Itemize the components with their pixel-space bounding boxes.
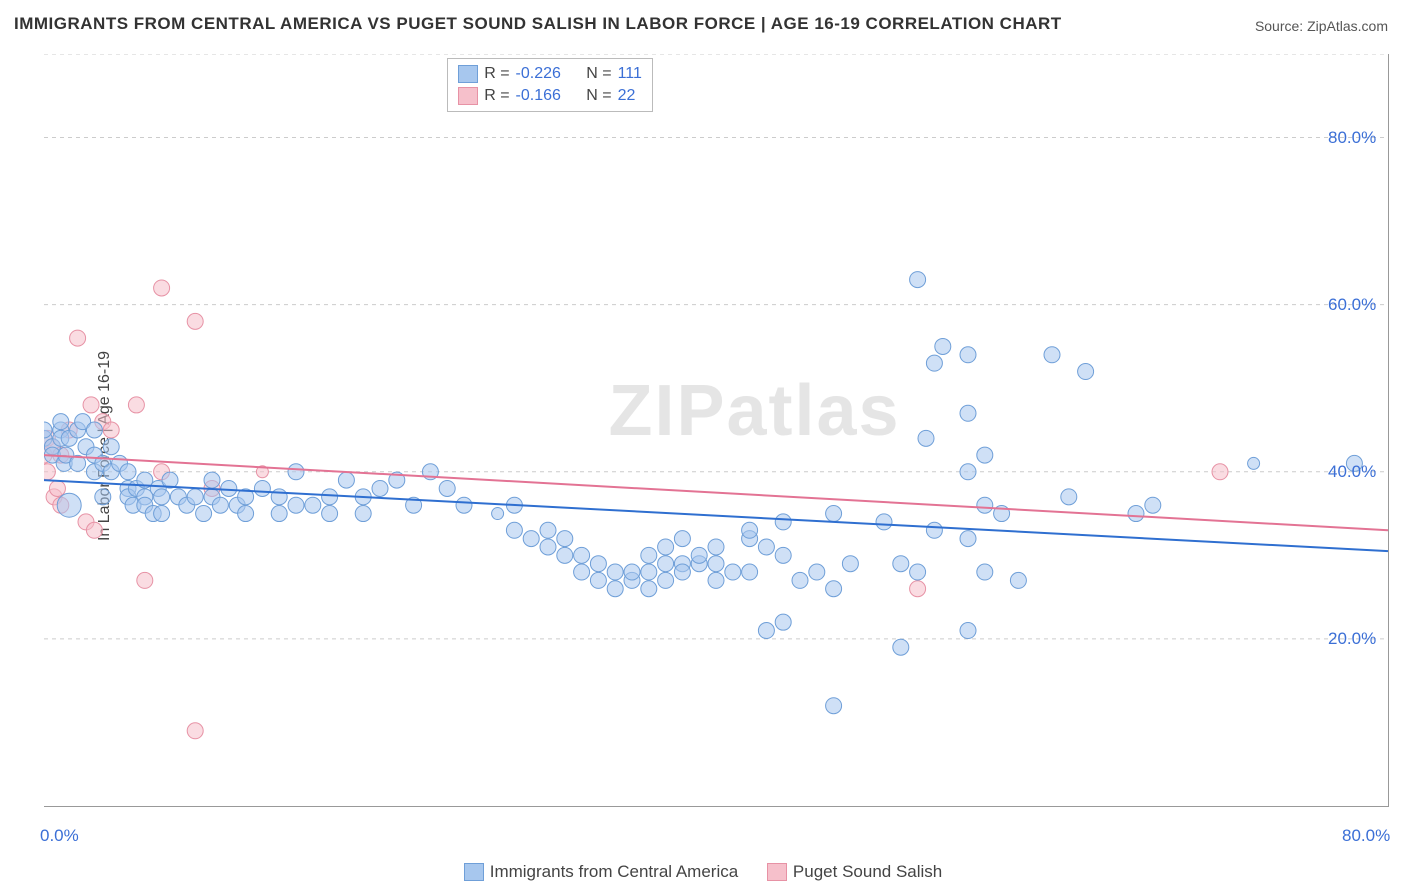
chart-title: IMMIGRANTS FROM CENTRAL AMERICA VS PUGET…	[14, 14, 1062, 34]
legend-item-1: Immigrants from Central America	[464, 862, 738, 882]
scatter-svg	[44, 54, 1388, 806]
plot-area: ZIPatlas R = -0.226 N = 111R = -0.166 N …	[44, 54, 1389, 807]
legend-series: Immigrants from Central America Puget So…	[0, 862, 1406, 886]
legend-correlation: R = -0.226 N = 111R = -0.166 N = 22	[447, 58, 653, 112]
legend-label: Immigrants from Central America	[490, 862, 738, 882]
chart-container: IMMIGRANTS FROM CENTRAL AMERICA VS PUGET…	[0, 0, 1406, 892]
source-label: Source: ZipAtlas.com	[1255, 18, 1388, 34]
legend-item-2: Puget Sound Salish	[767, 862, 942, 882]
legend-label: Puget Sound Salish	[793, 862, 942, 882]
legend-swatch-icon	[767, 863, 787, 881]
legend-swatch-icon	[464, 863, 484, 881]
